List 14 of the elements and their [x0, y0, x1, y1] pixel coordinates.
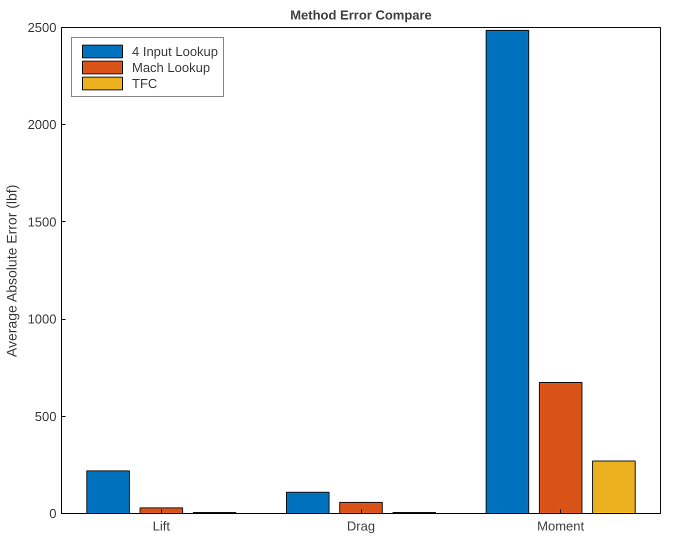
- y-tick-label: 2000: [28, 117, 56, 132]
- y-tick-label: 500: [34, 408, 57, 424]
- y-tick-label: 0: [49, 506, 57, 521]
- x-tick-label: Drag: [346, 518, 376, 534]
- x-tick-label: Moment: [537, 518, 585, 534]
- legend-label: Mach Lookup: [132, 59, 210, 75]
- y-axis-title: Average Absolute Error (lbf): [4, 184, 20, 358]
- legend-label: 4 Input Lookup: [132, 43, 218, 59]
- y-tick-label: 1500: [28, 214, 56, 230]
- y-tick-label: 1000: [28, 312, 56, 327]
- chart-title: Method Error Compare: [290, 8, 432, 22]
- legend-label: TFC: [132, 75, 158, 91]
- y-tick-label: 2500: [28, 20, 56, 35]
- x-tick-label: Lift: [152, 518, 170, 534]
